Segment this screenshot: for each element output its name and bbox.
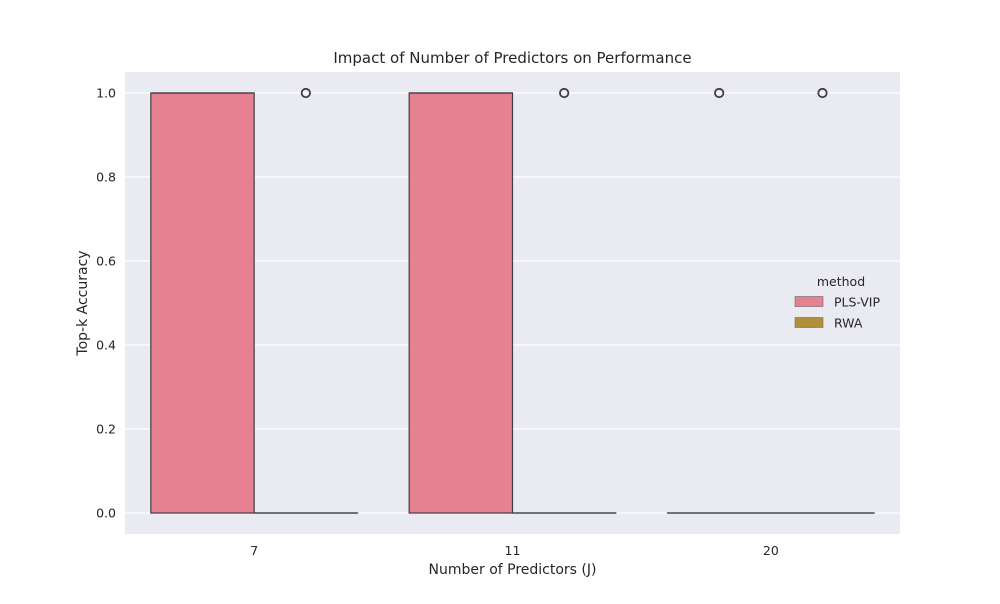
x-tick-label: 20 (763, 543, 779, 558)
y-tick-label: 1.0 (96, 86, 116, 101)
y-tick-label: 0.2 (96, 422, 116, 437)
legend-label: PLS-VIP (834, 295, 880, 310)
box-pls-vip-11 (409, 93, 512, 513)
x-tick-labels: 7 11 20 (250, 543, 779, 558)
x-axis-label: Number of Predictors (J) (429, 562, 597, 578)
y-tick-label: 0.4 (96, 338, 116, 353)
y-tick-labels: 0.0 0.2 0.4 0.6 0.8 1.0 (96, 86, 116, 521)
x-tick-label: 11 (505, 543, 521, 558)
legend-swatch (795, 318, 823, 328)
box-body (409, 93, 512, 513)
chart-title: Impact of Number of Predictors on Perfor… (333, 49, 691, 67)
box-pls-vip-7 (151, 93, 254, 513)
legend-swatch (795, 297, 823, 307)
y-tick-label: 0.8 (96, 170, 116, 185)
legend-label: RWA (834, 316, 863, 331)
y-tick-label: 0.6 (96, 254, 116, 269)
y-tick-label: 0.0 (96, 506, 116, 521)
x-tick-label: 7 (250, 543, 258, 558)
y-axis-label: Top-k Accuracy (75, 250, 91, 356)
legend-title: method (817, 274, 865, 289)
box-body (151, 93, 254, 513)
